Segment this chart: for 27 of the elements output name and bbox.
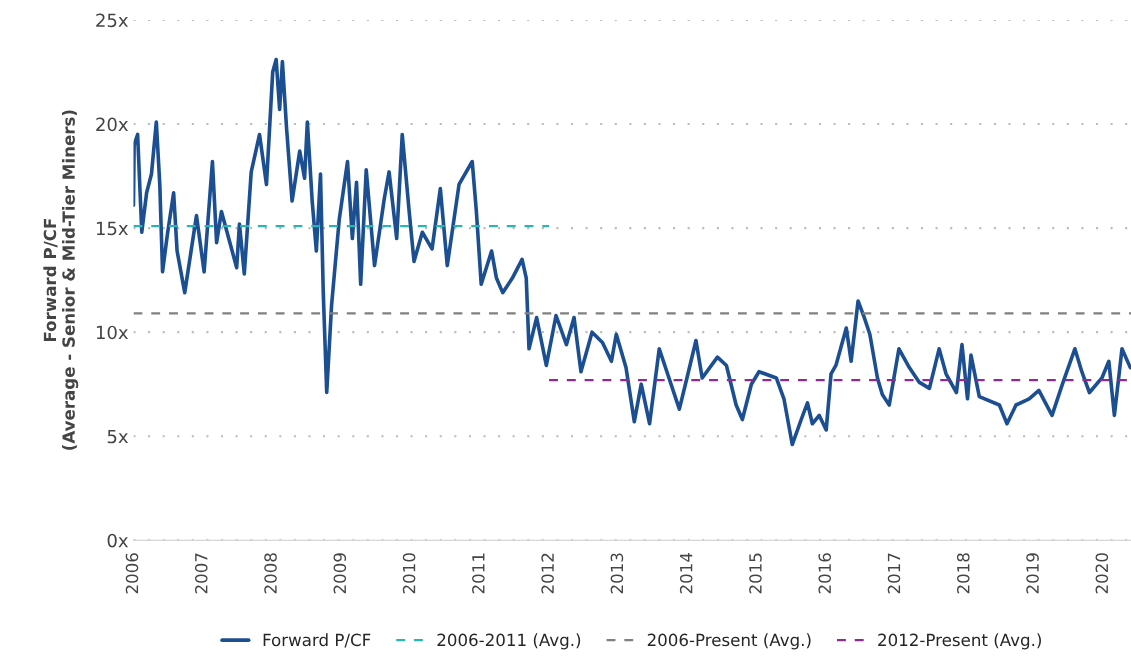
x-tick-label: 2010 xyxy=(402,553,416,594)
legend-label: 2012-Present (Avg.) xyxy=(878,633,1041,650)
y-tick-label: 0x xyxy=(107,533,128,548)
x-tick-label: 2011 xyxy=(472,553,485,594)
legend-label: 2006-Present (Avg.) xyxy=(647,633,811,650)
x-tick-label: 2009 xyxy=(333,553,347,594)
x-tick-label: 2012 xyxy=(541,553,554,594)
x-tick-label: 2007 xyxy=(194,553,208,594)
y-tick-label: 5x xyxy=(107,429,128,444)
x-tick-label: 2016 xyxy=(818,553,832,594)
x-tick-label: 2014 xyxy=(679,553,693,594)
x-tick-label: 2013 xyxy=(610,553,624,594)
legend-label: 2006-2011 (Avg.) xyxy=(437,633,581,650)
y-tick-label: 25x xyxy=(96,13,128,28)
y-tick-label: 20x xyxy=(96,117,128,132)
x-tick-label: 2019 xyxy=(1026,553,1039,594)
x-tick-label: 2018 xyxy=(956,553,970,594)
y-tick-label: 10x xyxy=(96,325,128,340)
y-axis-title: Forward P/CF (Average - Senior & Mid-Tier Miners) xyxy=(43,110,79,450)
x-tick-label: 2015 xyxy=(749,553,762,594)
x-tick-label: 2008 xyxy=(264,553,277,594)
line-series xyxy=(133,57,1131,447)
x-tick-label: 2020 xyxy=(1095,553,1109,594)
y-tick-label: 15x xyxy=(96,221,128,236)
x-tick-label: 2017 xyxy=(887,553,901,594)
legend-label: Forward P/CF xyxy=(263,633,371,648)
x-tick-label: 2006 xyxy=(125,553,139,594)
